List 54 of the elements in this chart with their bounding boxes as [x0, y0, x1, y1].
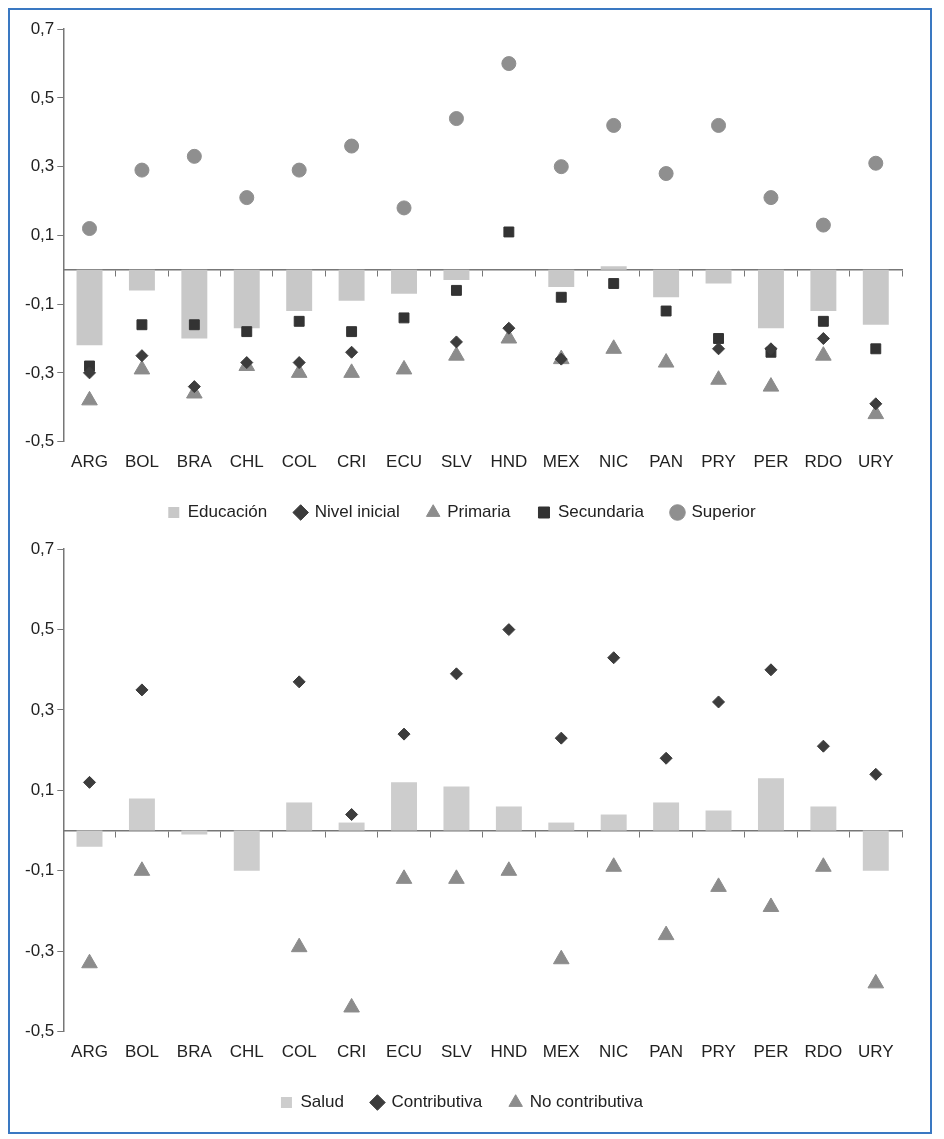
x-tick-label: MEX — [542, 452, 580, 472]
x-tick-label: PRY — [701, 452, 736, 472]
x-tick-label: ARG — [71, 452, 108, 472]
y-tick-label: 0,3 — [30, 156, 55, 176]
y-tick-label: 0,3 — [30, 699, 55, 719]
x-tick-label: CHL — [229, 452, 264, 472]
x-tick-label: ARG — [71, 1042, 108, 1062]
x-tick-label: COL — [281, 1042, 317, 1062]
x-tick-label: URY — [857, 1042, 894, 1062]
x-tick-label: URY — [857, 452, 894, 472]
legend-label: No contributiva — [529, 1092, 644, 1112]
x-tick-label: BOL — [124, 1042, 159, 1062]
y-tick-label: 0,5 — [30, 619, 55, 639]
y-tick-label: -0,1 — [25, 860, 55, 880]
legend-label: Primaria — [447, 502, 512, 522]
y-tick-label: -0,3 — [25, 362, 55, 382]
y-tick-label: -0,5 — [25, 431, 55, 451]
x-tick-label: BRA — [176, 452, 213, 472]
y-tick-label: 0,7 — [30, 538, 55, 558]
x-tick-label: BOL — [124, 452, 159, 472]
y-tick-label: 0,1 — [30, 225, 55, 245]
legend-label: Educación — [187, 502, 268, 522]
x-tick-label: NIC — [599, 1042, 629, 1062]
legend-label: Salud — [300, 1092, 344, 1112]
x-tick-label: SLV — [441, 1042, 473, 1062]
legend-label: Secundaria — [557, 502, 645, 522]
legend-label: Contributiva — [391, 1092, 483, 1112]
x-tick-label: PER — [753, 452, 789, 472]
x-tick-label: MEX — [542, 1042, 580, 1062]
y-tick-label: -0,1 — [25, 293, 55, 313]
x-tick-label: HND — [490, 452, 528, 472]
legend-label: Superior — [691, 502, 757, 522]
x-tick-label: BRA — [176, 1042, 213, 1062]
x-tick-label: RDO — [804, 452, 843, 472]
y-tick-label: 0,5 — [30, 87, 55, 107]
x-tick-label: CRI — [336, 1042, 367, 1062]
x-tick-label: RDO — [804, 1042, 843, 1062]
y-tick-label: 0,7 — [30, 18, 55, 38]
x-tick-label: SLV — [441, 452, 473, 472]
x-tick-label: PAN — [649, 1042, 683, 1062]
x-tick-label: CHL — [229, 1042, 264, 1062]
x-tick-label: CRI — [336, 452, 367, 472]
x-tick-label: NIC — [599, 452, 629, 472]
x-tick-label: PER — [753, 1042, 789, 1062]
legend-label: Nivel inicial — [314, 502, 400, 522]
y-tick-label: -0,5 — [25, 1021, 55, 1041]
x-tick-label: ECU — [386, 1042, 422, 1062]
x-tick-label: ECU — [386, 452, 422, 472]
x-tick-label: HND — [490, 1042, 528, 1062]
x-tick-label: PAN — [649, 452, 683, 472]
x-tick-label: COL — [281, 452, 317, 472]
y-tick-label: 0,1 — [30, 780, 55, 800]
y-tick-label: -0,3 — [25, 940, 55, 960]
x-tick-label: PRY — [701, 1042, 736, 1062]
